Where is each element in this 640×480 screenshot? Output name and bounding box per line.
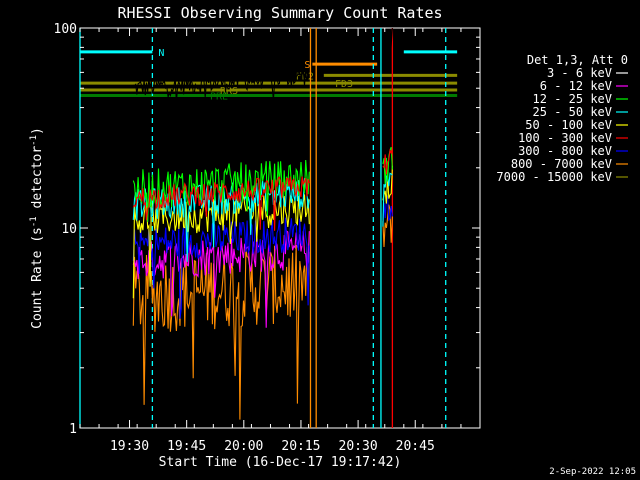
legend-entry: 7000 - 15000 keV: [496, 170, 612, 184]
flag-label: N: [158, 48, 164, 59]
chart-title: RHESSI Observing Summary Count Rates: [117, 4, 442, 22]
series-trace: [384, 28, 393, 49]
x-tick-label: 20:45: [396, 439, 435, 454]
legend-entry: 6 - 12 keV: [540, 79, 612, 93]
y-axis: 1 10 100: [54, 22, 480, 437]
legend-entry: 100 - 300 keV: [518, 131, 612, 145]
series-traces: [132, 28, 393, 420]
series-trace: [132, 176, 310, 231]
x-tick-label: 20:30: [339, 439, 378, 454]
legend-entry: 50 - 100 keV: [525, 118, 612, 132]
x-tick-label: 19:45: [167, 439, 206, 454]
flag-label: RRS: [220, 86, 238, 97]
vertical-markers: [79, 28, 447, 428]
y-tick-label: 10: [61, 222, 77, 237]
legend-entry: 12 - 25 keV: [533, 92, 612, 106]
x-axis: 19:30 19:45 20:00 20:15 20:30 20:45: [79, 28, 481, 454]
x-tick-label: 20:15: [281, 439, 320, 454]
series-trace: [382, 204, 393, 248]
x-tick-label: 20:00: [224, 439, 263, 454]
y-tick-label: 1: [69, 422, 77, 437]
series-trace: [132, 217, 310, 319]
series-trace: [382, 194, 393, 225]
y-tick-label: 100: [54, 22, 77, 37]
legend-entry: 25 - 50 keV: [533, 105, 612, 119]
flag-label: PRE: [210, 91, 228, 102]
legend-entry: 300 - 800 keV: [518, 144, 612, 158]
series-trace: [382, 148, 393, 175]
legend-entry: 3 - 6 keV: [547, 66, 612, 80]
x-axis-label: Start Time (16-Dec-17 19:17:42): [159, 455, 402, 470]
flag-label: FD3: [335, 79, 353, 90]
series-trace: [132, 244, 310, 420]
legend-entry: 800 - 7000 keV: [511, 157, 612, 171]
plot-date: 2-Sep-2022 12:05: [549, 467, 636, 477]
y-axis-label: Count Rate (s-1 detector-1): [29, 127, 45, 329]
legend-header: Det 1,3, Att 0: [527, 53, 628, 67]
x-tick-label: 19:30: [110, 439, 149, 454]
flag-label: S: [304, 60, 310, 71]
series-trace: [133, 68, 310, 104]
